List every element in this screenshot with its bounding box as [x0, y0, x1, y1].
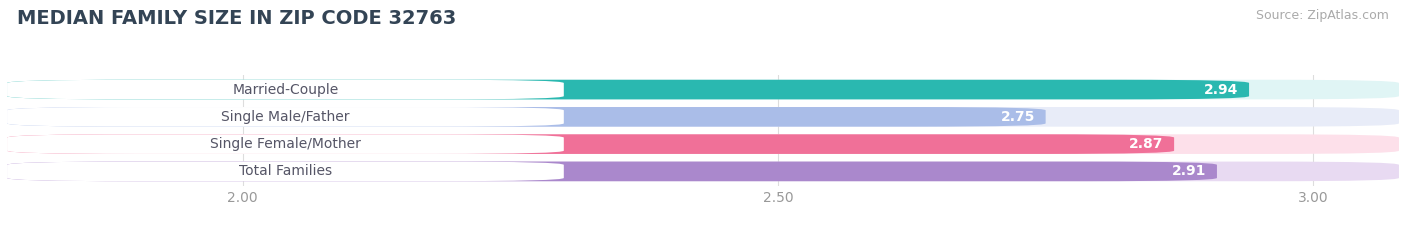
FancyBboxPatch shape [7, 134, 1174, 154]
Text: Married-Couple: Married-Couple [232, 82, 339, 96]
FancyBboxPatch shape [7, 134, 1399, 154]
Text: Single Male/Father: Single Male/Father [221, 110, 350, 124]
Text: Single Female/Mother: Single Female/Mother [209, 137, 361, 151]
Text: 2.94: 2.94 [1204, 82, 1239, 96]
FancyBboxPatch shape [7, 80, 564, 99]
Text: Total Families: Total Families [239, 164, 332, 178]
FancyBboxPatch shape [7, 161, 564, 181]
Text: 2.75: 2.75 [1001, 110, 1035, 124]
FancyBboxPatch shape [7, 107, 1399, 127]
FancyBboxPatch shape [7, 80, 1399, 99]
FancyBboxPatch shape [7, 161, 1399, 181]
Text: 2.87: 2.87 [1129, 137, 1163, 151]
FancyBboxPatch shape [7, 107, 1046, 127]
Text: MEDIAN FAMILY SIZE IN ZIP CODE 32763: MEDIAN FAMILY SIZE IN ZIP CODE 32763 [17, 9, 456, 28]
Text: Source: ZipAtlas.com: Source: ZipAtlas.com [1256, 9, 1389, 22]
FancyBboxPatch shape [7, 161, 1218, 181]
Text: 2.91: 2.91 [1171, 164, 1206, 178]
FancyBboxPatch shape [7, 134, 564, 154]
FancyBboxPatch shape [7, 80, 1249, 99]
FancyBboxPatch shape [7, 107, 564, 127]
